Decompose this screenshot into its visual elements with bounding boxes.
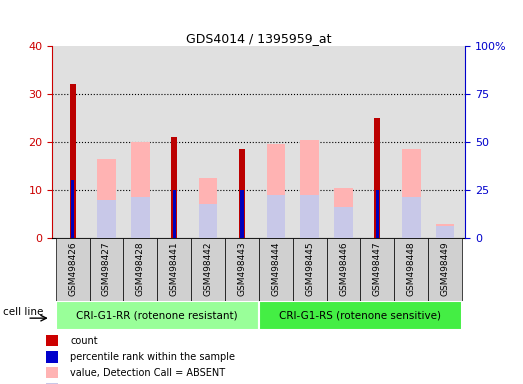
Text: GSM498426: GSM498426	[68, 241, 77, 296]
Bar	[157, 238, 191, 301]
Bar	[334, 207, 353, 238]
Bar	[131, 142, 150, 238]
Text: GSM498444: GSM498444	[271, 241, 280, 296]
Bar	[123, 238, 157, 301]
Bar	[46, 351, 59, 363]
Bar	[334, 188, 353, 238]
Bar	[374, 118, 380, 238]
Text: CRI-G1-RR (rotenone resistant): CRI-G1-RR (rotenone resistant)	[76, 311, 238, 321]
Bar	[394, 238, 428, 301]
Bar	[131, 197, 150, 238]
Text: GSM498441: GSM498441	[170, 241, 179, 296]
Bar	[327, 238, 360, 301]
Text: GSM498427: GSM498427	[102, 241, 111, 296]
Bar	[70, 84, 76, 238]
Text: GSM498448: GSM498448	[407, 241, 416, 296]
Bar	[199, 204, 218, 238]
Bar	[436, 226, 454, 238]
Bar	[267, 144, 285, 238]
Bar	[55, 301, 259, 330]
Bar	[259, 301, 462, 330]
Bar	[225, 238, 259, 301]
Bar	[191, 238, 225, 301]
Bar	[300, 195, 319, 238]
Text: count: count	[70, 336, 98, 346]
Bar	[267, 195, 285, 238]
Bar	[402, 197, 420, 238]
Text: CRI-G1-RS (rotenone sensitive): CRI-G1-RS (rotenone sensitive)	[279, 311, 441, 321]
Bar	[46, 383, 59, 384]
Title: GDS4014 / 1395959_at: GDS4014 / 1395959_at	[186, 32, 332, 45]
Bar	[46, 367, 59, 379]
Bar	[97, 159, 116, 238]
Text: value, Detection Call = ABSENT: value, Detection Call = ABSENT	[70, 367, 225, 377]
Bar	[428, 238, 462, 301]
Text: GSM498428: GSM498428	[136, 241, 145, 296]
Bar	[97, 200, 116, 238]
Text: percentile rank within the sample: percentile rank within the sample	[70, 352, 235, 362]
Bar	[240, 190, 244, 238]
Bar	[376, 190, 379, 238]
Bar	[173, 190, 176, 238]
Bar	[89, 238, 123, 301]
Bar	[259, 238, 293, 301]
Bar	[360, 238, 394, 301]
Bar	[293, 238, 327, 301]
Bar	[436, 223, 454, 238]
Bar	[239, 149, 245, 238]
Text: cell line: cell line	[3, 306, 43, 316]
Bar	[55, 238, 89, 301]
Text: GSM498447: GSM498447	[373, 241, 382, 296]
Bar	[199, 178, 218, 238]
Text: GSM498445: GSM498445	[305, 241, 314, 296]
Bar	[46, 335, 59, 346]
Bar	[402, 149, 420, 238]
Bar	[171, 137, 177, 238]
Text: GSM498442: GSM498442	[203, 241, 212, 296]
Text: GSM498449: GSM498449	[441, 241, 450, 296]
Text: GSM498443: GSM498443	[237, 241, 246, 296]
Bar	[300, 140, 319, 238]
Text: GSM498446: GSM498446	[339, 241, 348, 296]
Bar	[71, 180, 74, 238]
